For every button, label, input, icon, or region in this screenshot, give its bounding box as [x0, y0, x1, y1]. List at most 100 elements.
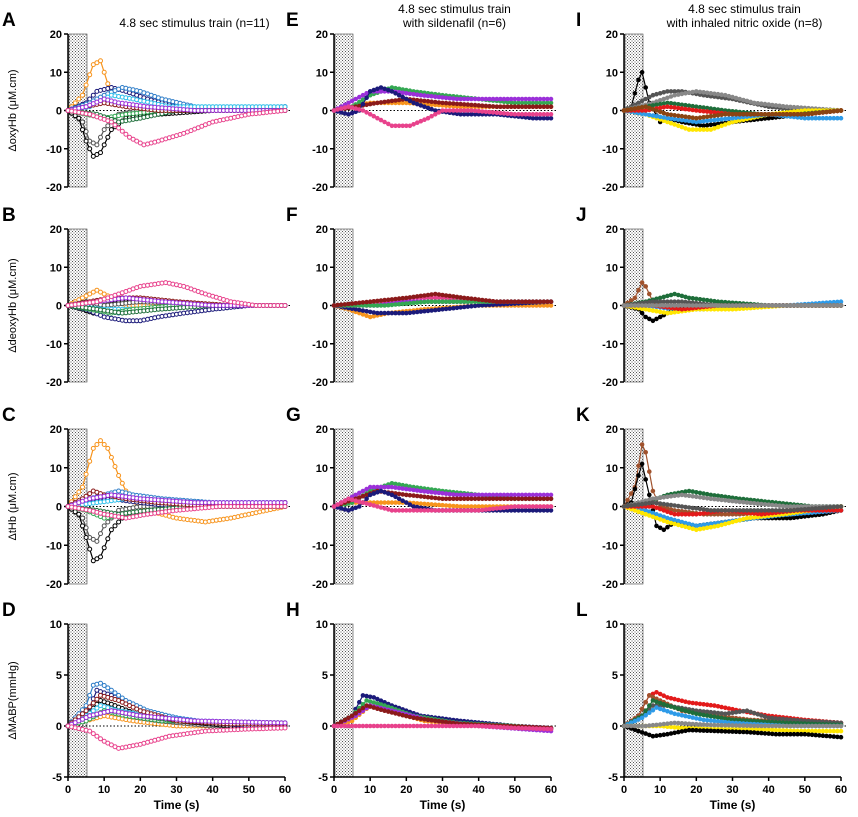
data-point — [411, 310, 416, 315]
y-tick-label: -10 — [602, 339, 618, 351]
data-point — [382, 297, 387, 303]
data-point — [548, 104, 554, 109]
data-point — [676, 92, 681, 97]
data-point — [436, 508, 442, 513]
data-point — [451, 299, 456, 305]
x-tick-label: 40 — [473, 784, 485, 796]
data-point — [530, 508, 536, 513]
data-point — [784, 104, 790, 109]
data-point — [704, 114, 710, 119]
data-point — [527, 100, 532, 106]
data-point — [108, 119, 114, 125]
data-point — [76, 115, 82, 121]
panel-letter-H: H — [286, 600, 300, 621]
data-point — [476, 96, 482, 102]
data-point — [469, 304, 474, 309]
data-point — [378, 89, 384, 94]
data-point — [508, 504, 514, 510]
data-point — [469, 504, 474, 509]
data-point — [346, 112, 351, 117]
y-tick-label: 20 — [50, 224, 62, 236]
data-point — [490, 724, 496, 730]
data-point — [545, 492, 550, 498]
data-point — [411, 504, 416, 509]
data-point — [683, 118, 688, 123]
data-point — [411, 91, 416, 97]
data-point — [465, 304, 471, 309]
data-point — [422, 104, 427, 109]
data-point — [396, 482, 402, 487]
data-point — [389, 89, 395, 94]
data-point — [665, 112, 670, 117]
data-point — [367, 112, 373, 117]
data-point — [367, 303, 373, 308]
data-point — [534, 504, 539, 509]
data-point — [389, 302, 395, 308]
data-point — [647, 112, 652, 118]
data-point — [357, 495, 362, 500]
data-point — [643, 85, 649, 90]
data-point — [465, 508, 471, 513]
data-point — [487, 496, 492, 502]
data-point — [357, 107, 362, 112]
data-point — [440, 100, 445, 106]
data-point — [425, 494, 431, 500]
data-point — [76, 96, 82, 102]
data-point — [357, 708, 362, 714]
data-point — [353, 96, 359, 102]
data-point — [494, 299, 500, 305]
data-point — [375, 298, 380, 304]
data-point — [690, 119, 696, 124]
data-point — [375, 490, 380, 495]
data-point — [436, 110, 442, 115]
data-point — [443, 306, 449, 312]
data-point — [407, 502, 413, 507]
data-point — [396, 712, 402, 717]
data-point — [694, 127, 699, 132]
data-point — [541, 492, 547, 498]
data-point — [639, 70, 645, 75]
data-point — [436, 299, 442, 305]
data-point — [375, 701, 380, 706]
data-point — [795, 112, 800, 117]
data-point — [433, 94, 438, 99]
data-point — [112, 523, 118, 529]
data-point — [708, 118, 714, 123]
data-point — [694, 119, 699, 125]
data-point — [411, 715, 416, 721]
data-point — [523, 104, 529, 109]
data-point — [534, 726, 539, 732]
data-point — [393, 302, 398, 307]
data-point — [386, 484, 391, 490]
data-point — [744, 112, 750, 117]
data-point — [451, 294, 456, 299]
data-point — [741, 112, 746, 117]
data-point — [480, 492, 485, 498]
data-point — [414, 120, 420, 125]
data-point — [90, 92, 96, 98]
data-point — [683, 114, 688, 119]
data-point — [534, 96, 539, 102]
data-point — [414, 508, 420, 513]
y-tick-label: -5 — [52, 772, 62, 784]
data-point — [447, 503, 453, 509]
data-point — [636, 287, 641, 293]
data-point — [367, 314, 373, 320]
data-point — [436, 723, 442, 729]
y-tick-label: -10 — [46, 339, 62, 351]
data-point — [357, 504, 362, 509]
y-tick-label: 20 — [316, 424, 328, 436]
data-point — [360, 705, 366, 711]
data-point — [378, 707, 384, 713]
data-point — [516, 492, 521, 498]
data-point — [108, 687, 114, 693]
data-point — [723, 92, 728, 98]
data-point — [396, 496, 402, 502]
data-point — [98, 150, 103, 156]
data-point — [697, 122, 703, 128]
data-point — [436, 100, 442, 105]
data-point — [447, 299, 453, 305]
data-point — [701, 123, 706, 129]
data-point — [766, 112, 772, 117]
data-point — [545, 726, 550, 732]
